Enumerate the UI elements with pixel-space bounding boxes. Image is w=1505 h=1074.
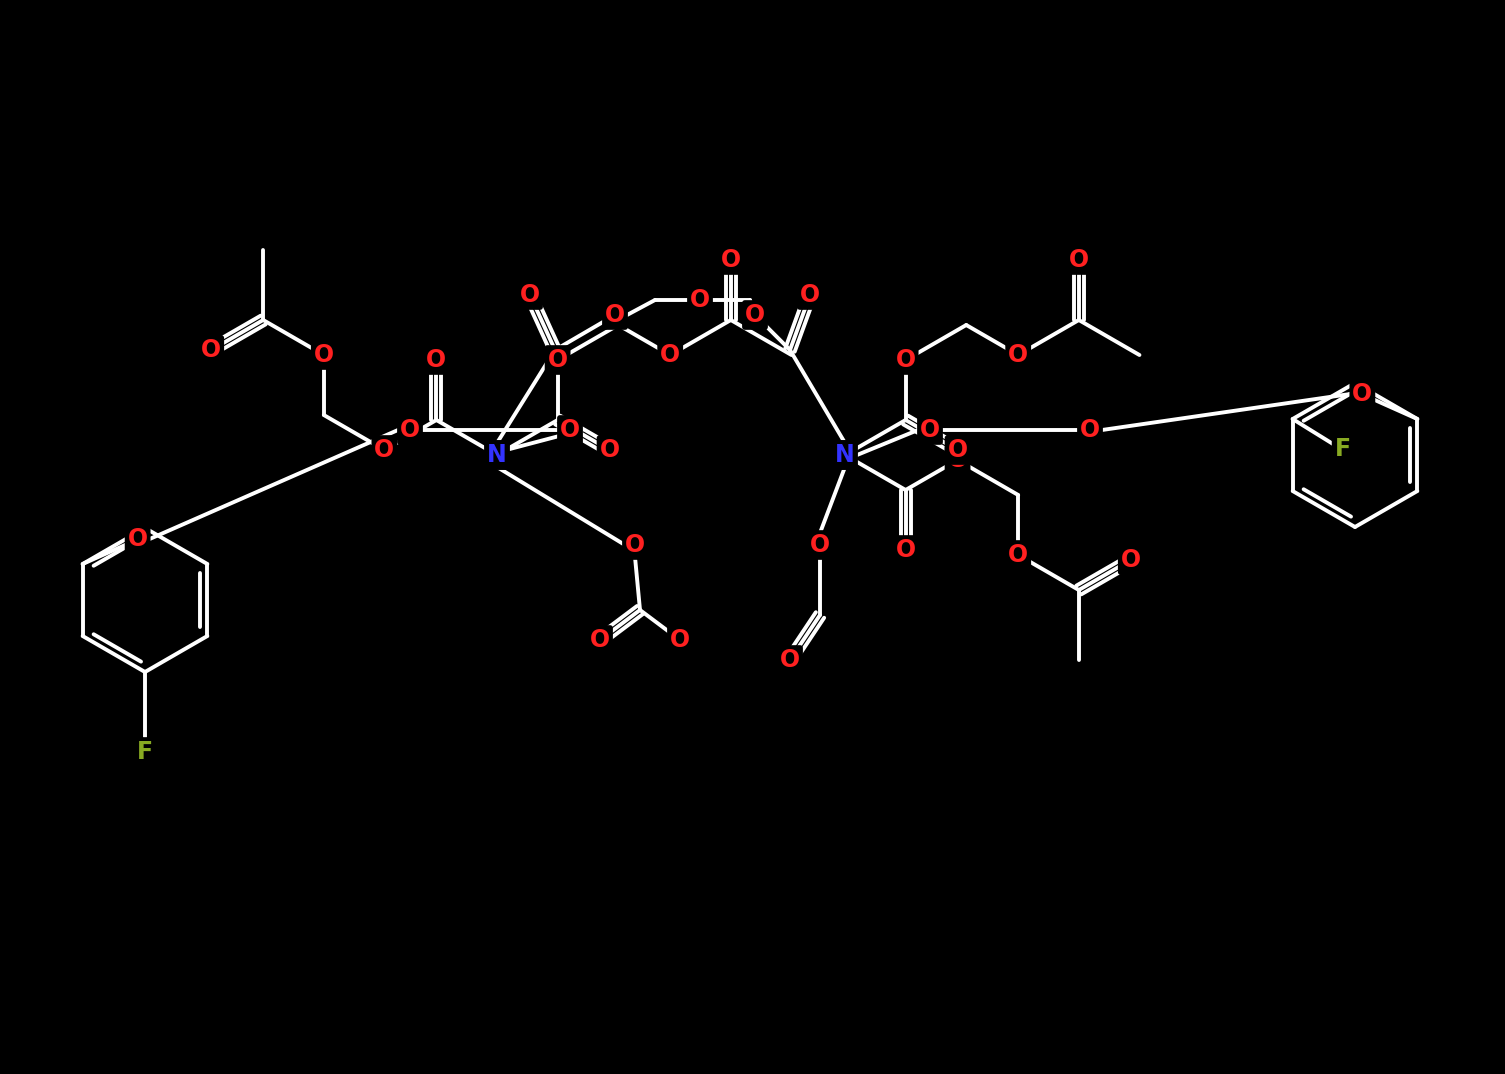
Text: O: O: [1121, 548, 1141, 572]
Text: O: O: [895, 538, 915, 562]
Text: O: O: [661, 343, 680, 367]
Text: O: O: [1008, 343, 1028, 367]
Text: O: O: [948, 438, 968, 462]
Text: F: F: [137, 740, 154, 764]
Text: O: O: [202, 338, 221, 362]
Text: O: O: [599, 438, 620, 462]
Text: O: O: [780, 648, 801, 672]
Text: N: N: [835, 442, 855, 467]
Text: O: O: [948, 448, 968, 471]
Text: O: O: [1081, 418, 1100, 442]
Text: O: O: [670, 628, 691, 652]
Text: O: O: [128, 527, 147, 551]
Text: O: O: [689, 288, 710, 313]
Text: O: O: [313, 343, 334, 367]
Text: O: O: [1353, 382, 1373, 406]
Text: O: O: [745, 303, 765, 326]
Text: O: O: [400, 418, 420, 442]
Text: O: O: [548, 348, 567, 372]
Text: O: O: [920, 418, 941, 442]
Text: O: O: [590, 628, 610, 652]
Text: N: N: [488, 442, 507, 467]
Text: O: O: [375, 438, 394, 462]
Text: O: O: [625, 533, 646, 557]
Text: O: O: [560, 418, 579, 442]
Text: N: N: [835, 442, 855, 467]
Text: O: O: [1069, 248, 1090, 272]
Text: N: N: [488, 442, 507, 467]
Text: O: O: [1008, 543, 1028, 567]
Text: F: F: [1335, 437, 1350, 461]
Text: O: O: [519, 284, 540, 307]
Text: O: O: [895, 348, 915, 372]
Text: O: O: [810, 533, 831, 557]
Text: O: O: [605, 303, 625, 326]
Text: O: O: [801, 284, 820, 307]
Text: O: O: [426, 348, 447, 372]
Text: O: O: [721, 248, 740, 272]
